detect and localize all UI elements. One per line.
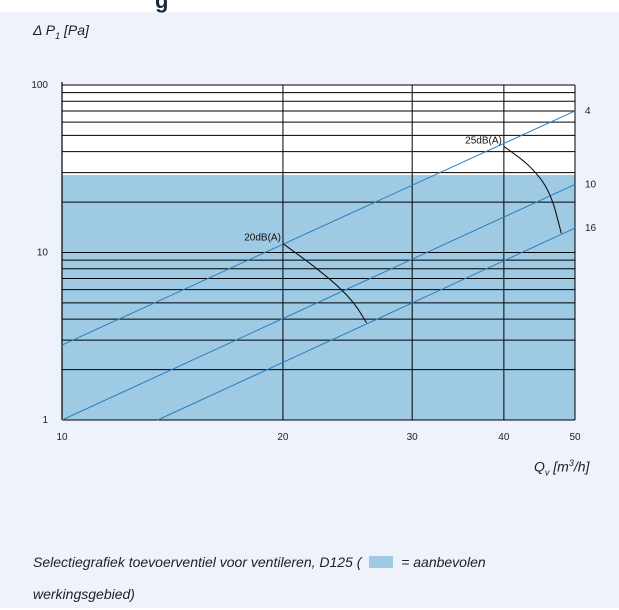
x-tick-label: 40 [498,432,510,443]
y-label-unit: [Pa] [64,22,89,38]
y-label-subscript: 1 [55,30,61,41]
y-axis-label: Δ P1 [Pa] [33,22,89,41]
performance-line-4 [61,110,576,346]
x-label-superscript: 3 [568,458,574,468]
recommended-region [62,175,575,420]
x-tick-label: 30 [407,432,419,443]
y-tick-label: 10 [37,248,49,259]
line-label-4: 4 [585,106,591,117]
x-axis-label: Qv [m3/h] [534,458,589,477]
top-strip: g [0,0,619,13]
y-label-prefix: Δ P [33,22,56,38]
x-label-tail: /h] [573,458,590,475]
x-label-subscript: v [544,467,550,478]
caption-text-line2: werkingsgebied) [33,586,135,602]
x-tick-label: 50 [569,432,581,443]
caption-legend-text: = aanbevolen [401,554,486,570]
y-tick-label: 1 [42,415,48,426]
caption-text: Selectiegrafiek toevoerventiel voor vent… [33,554,362,570]
x-tick-label: 20 [277,432,289,443]
isoline-label: 20dB(A) [244,233,281,244]
isoline-25dB(A) [503,145,562,234]
figure-caption: Selectiegrafiek toevoerventiel voor vent… [33,546,593,610]
isoline-20dB(A) [282,243,368,324]
partial-heading: g [155,0,169,13]
x-label-main: Q [534,458,545,475]
x-tick-label: 10 [56,432,68,443]
recommended-area-swatch [369,556,394,568]
y-tick-label: 100 [31,80,48,91]
line-label-16: 16 [585,223,597,234]
isoline-label: 25dB(A) [465,135,502,146]
performance-line-10 [61,183,576,421]
performance-line-16 [157,227,576,421]
line-label-10: 10 [585,179,597,190]
x-label-unit: [m [553,458,569,475]
